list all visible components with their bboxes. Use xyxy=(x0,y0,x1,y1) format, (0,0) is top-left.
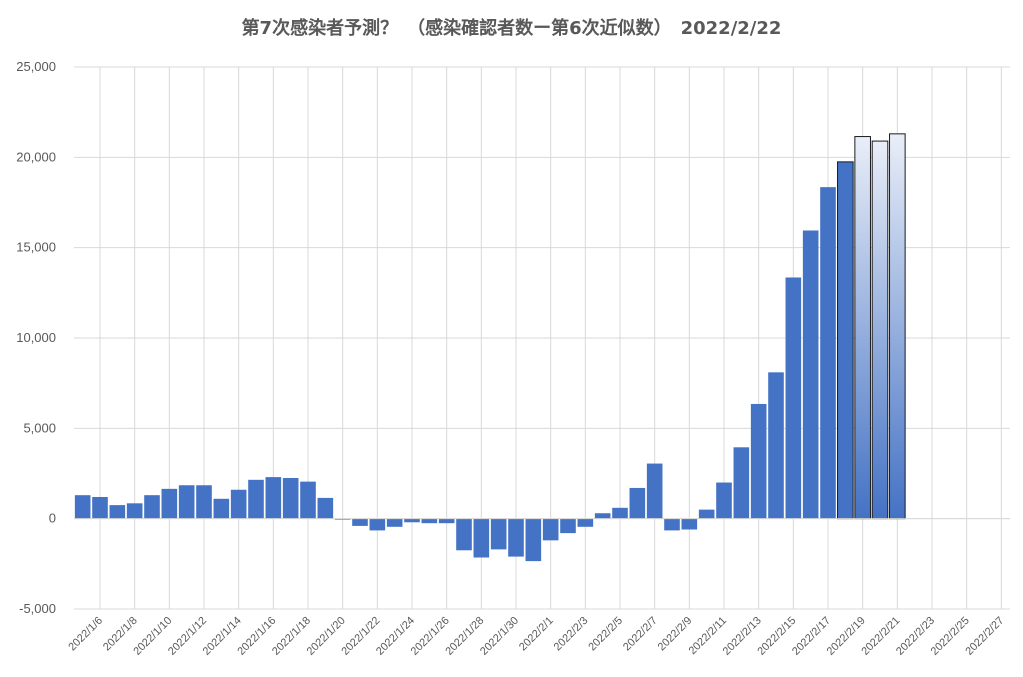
bar xyxy=(438,518,455,524)
bar xyxy=(265,477,282,519)
bar xyxy=(196,485,212,519)
bar xyxy=(473,518,490,558)
bar xyxy=(768,372,784,519)
bar xyxy=(490,518,507,550)
bar xyxy=(369,518,386,531)
bar xyxy=(733,447,750,519)
projected-bar xyxy=(889,133,906,520)
bar xyxy=(74,495,91,519)
x-tick-label: 2022/1/30 xyxy=(478,615,521,658)
bar xyxy=(161,488,178,519)
bar xyxy=(421,518,438,524)
bar xyxy=(525,518,542,562)
bar xyxy=(178,485,195,519)
projected-bar xyxy=(854,136,871,520)
y-tick-label: 25,000 xyxy=(16,59,56,74)
y-tick-label: 20,000 xyxy=(16,149,56,164)
bar xyxy=(750,403,767,519)
bar xyxy=(664,518,680,531)
bar xyxy=(716,482,732,519)
bar xyxy=(594,513,611,519)
projected-bar xyxy=(871,140,889,520)
y-tick-label: 15,000 xyxy=(16,240,56,255)
bar xyxy=(698,509,715,519)
bar xyxy=(508,518,524,557)
bar xyxy=(109,505,126,519)
bar xyxy=(646,463,663,519)
bar xyxy=(837,161,854,520)
bar xyxy=(317,497,334,519)
bar xyxy=(144,495,160,519)
bar xyxy=(92,496,108,519)
bar xyxy=(542,518,559,541)
bar xyxy=(230,489,247,519)
bar xyxy=(352,518,368,526)
x-tick-label: 2022/2/27 xyxy=(963,615,1006,658)
bar xyxy=(785,277,802,519)
y-tick-label: 0 xyxy=(49,511,56,526)
x-tick-label: 2022/2/5 xyxy=(586,615,625,654)
bar xyxy=(404,518,420,523)
bars xyxy=(74,133,906,562)
bar xyxy=(126,503,143,519)
bar xyxy=(560,518,576,534)
chart-title: 第7次感染者予測？ （感染確認者数ー第6次近似数） 2022/2/22 xyxy=(241,18,782,39)
x-tick-label: 2022/2/3 xyxy=(552,615,591,654)
bar xyxy=(629,487,646,519)
bar xyxy=(213,498,230,519)
bar xyxy=(456,518,472,551)
x-tick-label: 2022/2/7 xyxy=(621,615,660,654)
bar xyxy=(386,518,403,527)
bar xyxy=(300,481,316,519)
bar xyxy=(248,479,264,519)
bar xyxy=(577,518,594,527)
bar xyxy=(820,187,836,519)
x-tick-label: 2022/2/1 xyxy=(517,615,556,654)
y-tick-label: 10,000 xyxy=(16,330,56,345)
y-tick-label: 5,000 xyxy=(23,420,56,435)
y-tick-label: -5,000 xyxy=(19,601,56,616)
bar xyxy=(282,478,299,519)
bar xyxy=(612,507,628,519)
bar xyxy=(681,518,698,530)
x-tick-label: 2022/1/6 xyxy=(66,615,105,654)
bar xyxy=(802,230,819,519)
